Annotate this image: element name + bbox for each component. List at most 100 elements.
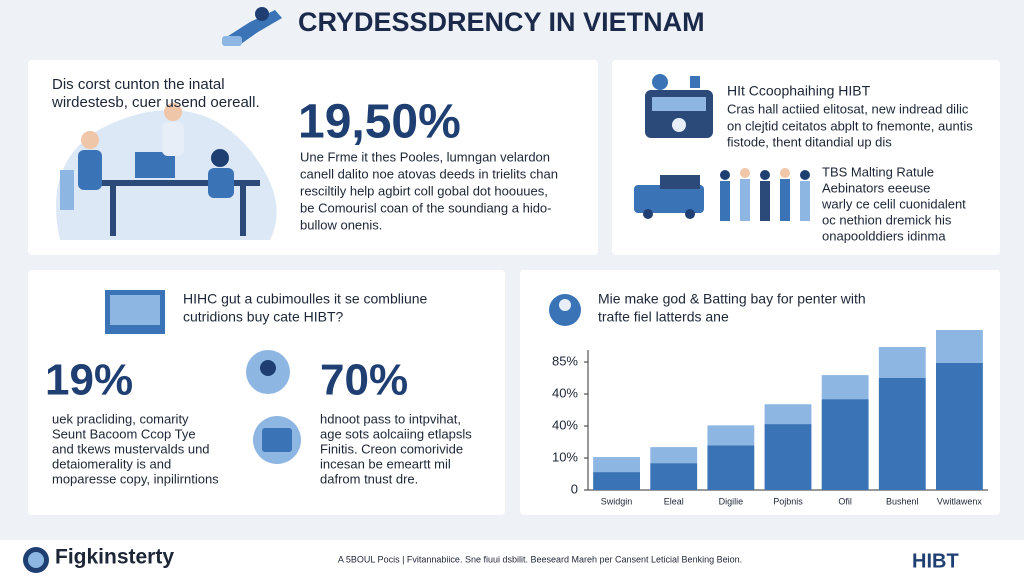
truck-people-illustration-part [780, 179, 790, 221]
y-tick-label: 40% [552, 385, 578, 400]
body-line: Finitis. Creon comorivide [320, 441, 463, 456]
x-tick-label: Swidgin [601, 496, 633, 506]
terminal-icon-part [690, 76, 700, 88]
truck-people-illustration-part [720, 181, 730, 221]
panel-heading: trafte fiel latterds ane [598, 309, 729, 325]
truck-people-illustration-part [660, 175, 700, 189]
truck-people-illustration-part [634, 185, 704, 213]
terminal-icon [645, 74, 713, 138]
office-illustration-part [60, 170, 74, 210]
truck-people-illustration-part [740, 168, 750, 178]
office-illustration-part [208, 168, 234, 198]
bar [936, 362, 983, 490]
circle-icons-part [260, 360, 276, 376]
truck-people-illustration-part [800, 170, 810, 180]
monitor-icon [105, 290, 165, 334]
bar [821, 375, 869, 400]
panels-part [520, 270, 1000, 515]
terminal-icon-part [672, 118, 686, 132]
body-line: bullow onenis. [300, 217, 382, 232]
body-line: Seunt Bacoom Ccop Tye [52, 426, 196, 441]
bar [878, 378, 926, 490]
body-line: dafrom tnust dre. [320, 471, 418, 486]
bar [936, 330, 983, 363]
footer-bar [0, 540, 1024, 576]
truck-people-illustration-part [740, 179, 750, 221]
header-icon [222, 7, 282, 46]
x-tick-label: Pojbnis [773, 496, 803, 506]
y-tick-label: 85% [552, 353, 578, 368]
bar [650, 447, 698, 464]
x-tick-label: Ofil [838, 496, 852, 506]
office-illustration-part [135, 152, 175, 178]
stat: 19% [45, 356, 133, 405]
header-icon-part [222, 36, 242, 46]
body-line: on clejtid ceitatos abplt to fnemonte, a… [727, 118, 973, 133]
x-tick-label: Digilie [719, 496, 744, 506]
bar [593, 472, 640, 490]
intro-line: Dis corst cunton the inatal [52, 76, 225, 93]
panel-heading: cutridions buy cate HIBT? [183, 309, 344, 325]
x-tick-label: Vwitlawenx [937, 496, 983, 506]
truck-people-illustration [634, 168, 810, 221]
panel-heading: Mie make god & Batting bay for penter wi… [598, 291, 866, 307]
body-line: oc nethion dremick his [822, 212, 952, 227]
body-line: Cras hall actiied elitosat, new indread … [727, 101, 969, 116]
bar [707, 445, 755, 490]
header-icon-part [255, 7, 269, 21]
panel-heading: HIt Ccoophaihing HIBT [727, 83, 871, 99]
footnote: A 5BOUL Pocis | Fvitannabiice. Sne fiuui… [338, 554, 742, 564]
avatar-icon [549, 294, 581, 326]
stat: 19,50% [298, 96, 461, 149]
brand: Figkinsterty [55, 546, 174, 569]
circle-icons-part [262, 428, 292, 452]
body-line: detaiomerality is and [52, 456, 171, 471]
body-line: onapoolddiers idinma [822, 228, 946, 243]
truck-people-illustration-part [643, 209, 653, 219]
body-line: and tkews mustervalds und [52, 441, 210, 456]
brand-icon-part [28, 552, 44, 568]
truck-people-illustration-part [800, 181, 810, 221]
truck-people-illustration-part [760, 170, 770, 180]
office-illustration-part [162, 122, 184, 156]
body-line: moparesse copy, inpilirntions [52, 471, 219, 486]
body-line: canell dalito noe atovas deeds in trieli… [300, 166, 558, 181]
terminal-icon-part [652, 74, 668, 90]
body-line: fistode, thent ditandial up dis [727, 134, 892, 149]
office-illustration [56, 103, 277, 240]
bar [878, 346, 926, 378]
logo: HIBT [912, 550, 959, 572]
sub-heading: TBS Malting Ratule [822, 164, 934, 179]
avatar-icon-part [559, 299, 571, 311]
x-tick-label: Eleal [664, 496, 684, 506]
office-illustration-part [240, 186, 246, 236]
truck-people-illustration-part [760, 181, 770, 221]
truck-people-illustration-part [685, 209, 695, 219]
bar [821, 399, 869, 490]
circle-icons [246, 350, 301, 464]
x-tick-label: Bushenl [886, 496, 919, 506]
office-illustration-part [110, 186, 116, 236]
office-illustration-part [164, 103, 182, 121]
bar [593, 457, 640, 473]
bar [764, 404, 812, 425]
body-line: warly ce celil cuonidalent [821, 196, 966, 211]
truck-people-illustration-part [780, 168, 790, 178]
monitor-icon-part [110, 295, 160, 325]
panel-heading: HIHC gut a cubimoulles it se combliune [183, 291, 428, 307]
body-line: be Comourisl coan of the soundiang a hid… [300, 200, 552, 215]
bar-chart: 0 10% 40% 40% 85% Swidgin Eleal Digilie Pojbnis O… [552, 330, 988, 506]
body-line: Une Frme it thes Pooles, lumngan velardo… [300, 149, 550, 164]
body-line: Aebinators eeeuse [822, 180, 930, 195]
bar [650, 463, 698, 490]
terminal-icon-part [652, 97, 706, 111]
intro-line: wirdestesb, cuer usend oereall. [51, 94, 260, 111]
bar [707, 425, 755, 446]
body-line: resciltily help agbirt coll gobal dot ho… [300, 183, 548, 198]
y-tick-label: 40% [552, 417, 578, 432]
truck-people-illustration-part [720, 170, 730, 180]
stat: 70% [320, 356, 408, 405]
office-illustration-part [78, 150, 102, 190]
